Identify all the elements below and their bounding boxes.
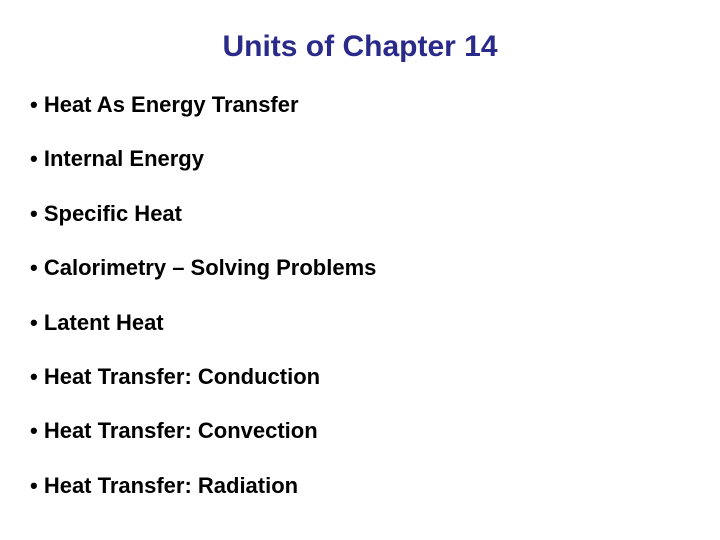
list-item: • Calorimetry – Solving Problems bbox=[30, 255, 690, 281]
bullet-icon: • bbox=[30, 418, 38, 443]
list-item: • Heat Transfer: Radiation bbox=[30, 473, 690, 499]
list-item-label: Heat Transfer: Conduction bbox=[44, 364, 320, 389]
list-item: • Internal Energy bbox=[30, 146, 690, 172]
bullet-icon: • bbox=[30, 201, 38, 226]
bullet-icon: • bbox=[30, 473, 38, 498]
list-item-label: Heat Transfer: Radiation bbox=[44, 473, 298, 498]
slide-title: Units of Chapter 14 bbox=[30, 30, 690, 64]
bullet-icon: • bbox=[30, 255, 38, 280]
list-item: • Heat Transfer: Conduction bbox=[30, 364, 690, 390]
list-item-label: Internal Energy bbox=[44, 146, 204, 171]
list-item: • Heat Transfer: Convection bbox=[30, 418, 690, 444]
list-item-label: Heat As Energy Transfer bbox=[44, 92, 299, 117]
list-item: • Heat As Energy Transfer bbox=[30, 92, 690, 118]
bullet-icon: • bbox=[30, 310, 38, 335]
bullet-icon: • bbox=[30, 146, 38, 171]
bullet-icon: • bbox=[30, 364, 38, 389]
list-item-label: Specific Heat bbox=[44, 201, 182, 226]
list-item-label: Latent Heat bbox=[44, 310, 164, 335]
list-item: • Specific Heat bbox=[30, 201, 690, 227]
list-item: • Latent Heat bbox=[30, 310, 690, 336]
slide: Units of Chapter 14 • Heat As Energy Tra… bbox=[0, 0, 720, 540]
bullet-icon: • bbox=[30, 92, 38, 117]
bullet-list: • Heat As Energy Transfer • Internal Ene… bbox=[30, 92, 690, 499]
list-item-label: Calorimetry – Solving Problems bbox=[44, 255, 377, 280]
list-item-label: Heat Transfer: Convection bbox=[44, 418, 318, 443]
